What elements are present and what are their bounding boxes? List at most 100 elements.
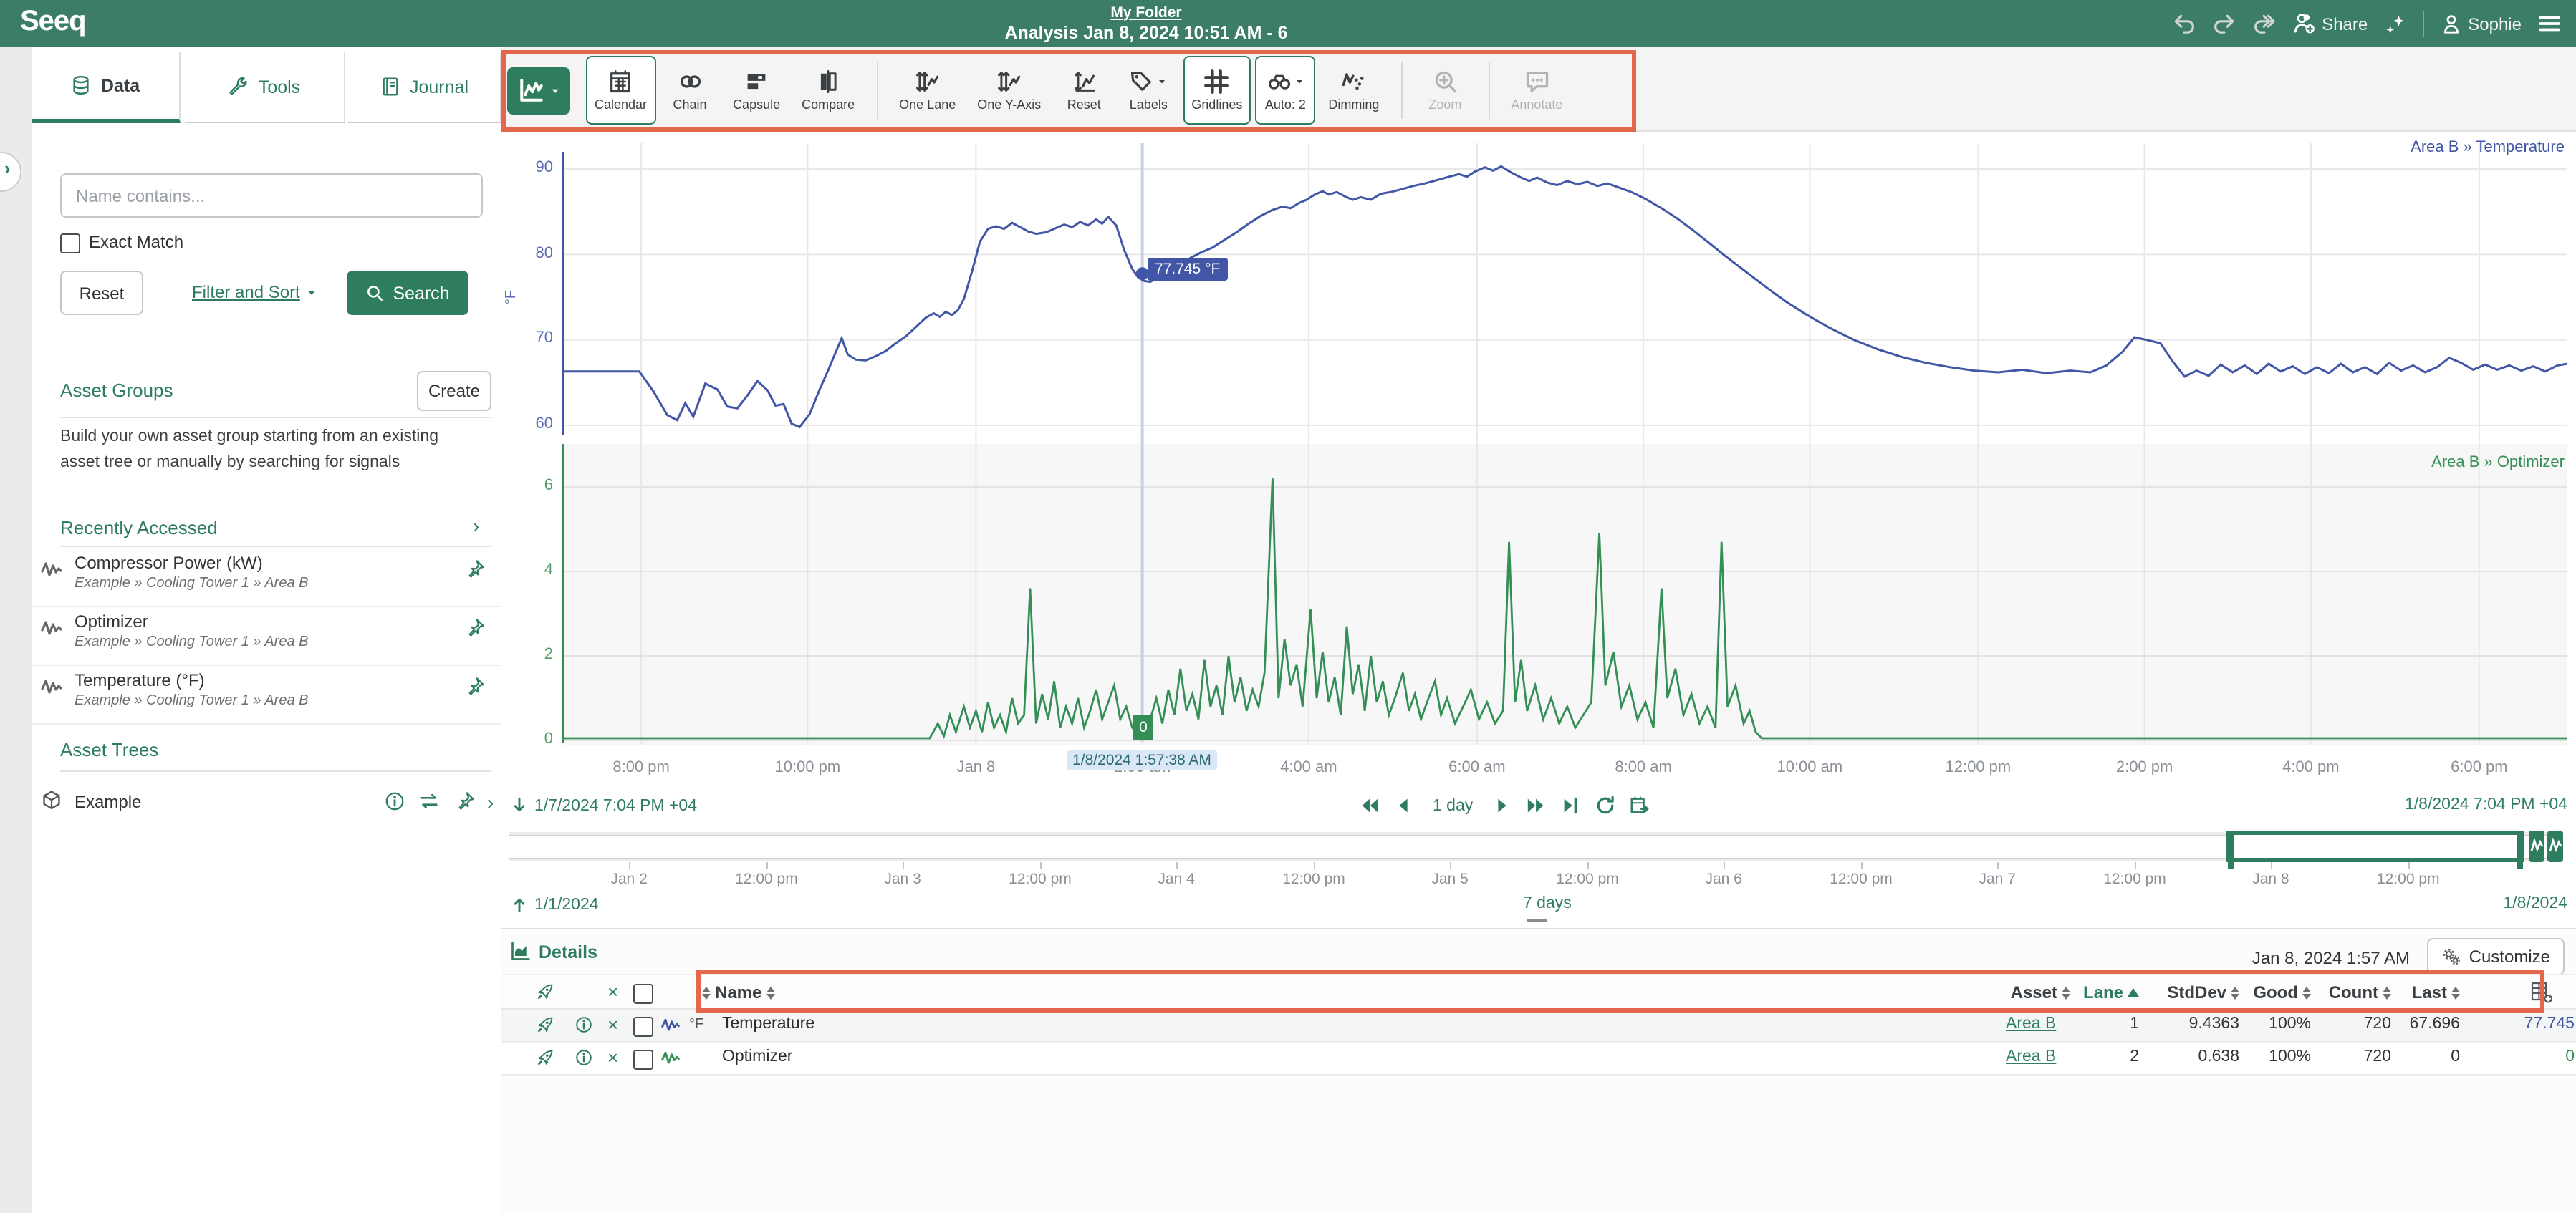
toolbar-capsule-button[interactable]: Capsule [724,56,789,125]
compare-icon [815,69,841,95]
tab-data[interactable]: Data [32,52,181,123]
auto-update-icon[interactable] [2529,831,2563,862]
copy-range-button[interactable] [1629,795,1650,816]
search-input[interactable] [60,173,483,218]
search-icon [365,284,384,302]
toolbar-trend-view-button[interactable] [507,67,570,114]
step-forward-much-button[interactable] [1526,795,1547,816]
pin-icon[interactable] [464,559,486,580]
column-header-asset[interactable]: Asset [2011,982,2070,1002]
column-header-lane[interactable]: Lane [2083,982,2139,1002]
recent-item[interactable]: Optimizer Example » Cooling Tower 1 » Are… [32,606,501,666]
toolbar-gridlines-button[interactable]: Gridlines [1183,56,1251,125]
display-range-start[interactable]: 1/7/2024 7:04 PM +04 [510,796,697,815]
asset-link[interactable]: Area B [2006,1048,2057,1065]
info-icon[interactable] [575,1048,593,1067]
timeline-scrubber[interactable] [509,831,2563,869]
step-forward-button[interactable] [1491,795,1513,816]
column-header-count[interactable]: Count [2329,982,2391,1002]
pin-icon[interactable] [464,676,486,697]
pin-icon[interactable] [454,791,476,812]
tab-journal[interactable]: Journal [348,52,501,123]
item-path: Example » Cooling Tower 1 » Area B [75,576,309,591]
rocket-icon[interactable] [536,982,554,1001]
x-axis-tick: 8:00 am [1615,759,1672,776]
rocket-icon[interactable] [536,1048,554,1067]
user-menu[interactable]: Sophie [2439,12,2522,35]
column-header-last[interactable]: Last [2412,982,2460,1002]
database-icon [71,74,92,96]
hamburger-menu-icon[interactable] [2537,11,2562,36]
info-icon[interactable] [575,1015,593,1034]
display-range-end[interactable]: 1/8/2024 7:04 PM +04 [2405,796,2567,813]
exact-match-checkbox[interactable] [60,233,80,253]
select-all-checkbox[interactable] [633,984,653,1004]
tab-tools[interactable]: Tools [185,52,345,123]
swap-icon[interactable] [418,791,440,812]
toolbar-one-y-axis-button[interactable]: One Y-Axis [969,56,1049,125]
add-column-icon[interactable] [2530,981,2553,1004]
trend-chart[interactable]: °F 90 80 70 60 6 4 2 0 8:00 pm 10:00 pm Jan 8 2:00 … [501,132,2576,929]
row-checkbox[interactable] [633,1017,653,1037]
redo-all-icon[interactable] [2251,11,2276,36]
toolbar-one-lane-button[interactable]: One Lane [890,56,964,125]
scrubber-bar[interactable] [509,835,2563,859]
wrench-icon [229,76,250,97]
scrubber-tick [1313,862,1315,869]
reset-search-button[interactable]: Reset [60,271,143,315]
filter-and-sort-link[interactable]: Filter and Sort [192,282,319,302]
column-header-name[interactable]: Name [702,982,775,1002]
chevron-right-icon[interactable]: › [487,791,494,813]
tab-label: Tools [258,77,301,97]
toolbar-chain-button[interactable]: Chain [660,56,720,125]
investigate-range-duration[interactable]: 7 days [1523,895,1572,912]
ai-assistant-icon[interactable] [2383,12,2406,35]
selection-left-handle[interactable] [2227,832,2234,869]
chevron-right-icon[interactable]: › [473,514,480,537]
customize-button[interactable]: Customize [2427,938,2565,975]
toolbar-reset-button[interactable]: Reset [1054,56,1114,125]
asset-link[interactable]: Area B [2006,1015,2057,1033]
share-button[interactable]: Share [2292,11,2368,36]
undo-icon[interactable] [2171,11,2196,36]
create-asset-group-button[interactable]: Create [417,371,491,411]
step-to-end-button[interactable] [1560,795,1582,816]
investigate-range-end[interactable]: 1/8/2024 [2503,895,2567,912]
chart-canvas[interactable] [501,132,2576,788]
column-header-good[interactable]: Good [2253,982,2311,1002]
toolbar-labels-button[interactable]: Labels [1118,56,1178,125]
scrubber-selection[interactable] [2226,831,2524,869]
column-header-stddev[interactable]: StdDev [2167,982,2239,1002]
info-icon[interactable] [384,791,405,812]
x-axis-tick: 12:00 pm [1945,759,2012,776]
pin-icon[interactable] [464,617,486,639]
remove-icon[interactable]: × [607,1014,619,1035]
item-name: Optimizer [75,612,148,632]
remove-icon[interactable]: × [607,1047,619,1068]
selection-right-handle[interactable] [2517,832,2523,869]
recent-item[interactable]: Temperature (°F) Example » Cooling Tower … [32,665,501,725]
exact-match-label: Exact Match [89,232,184,252]
recent-item[interactable]: Compressor Power (kW) Example » Cooling T… [32,547,501,607]
row-checkbox[interactable] [633,1050,653,1070]
step-back-much-button[interactable] [1358,795,1380,816]
resetaxis-icon [1071,69,1097,95]
rocket-icon[interactable] [536,1015,554,1034]
asset-tree-item[interactable]: Example › [32,781,501,823]
duration-label[interactable]: 1 day [1433,797,1474,814]
toolbar-dimming-button[interactable]: Dimming [1320,56,1388,125]
redo-icon[interactable] [2211,11,2236,36]
toolbar-button-label: Reset [1067,97,1101,112]
scrubber-tick-label: Jan 2 [610,871,648,888]
refresh-button[interactable] [1595,795,1616,816]
search-button[interactable]: Search [347,271,468,315]
remove-all-icon[interactable]: × [607,981,619,1002]
investigate-range-start[interactable]: 1/1/2024 [510,895,599,914]
toolbar-calendar-button[interactable]: Calendar [586,56,656,125]
toolbar-auto-2-button[interactable]: Auto: 2 [1255,56,1316,125]
toolbar-compare-button[interactable]: Compare [793,56,863,125]
toolbar-zoom-button[interactable]: Zoom [1415,56,1475,125]
step-back-button[interactable] [1393,795,1414,816]
breadcrumb[interactable]: My Folder [1110,4,1182,21]
toolbar-annotate-button[interactable]: Annotate [1502,56,1571,125]
